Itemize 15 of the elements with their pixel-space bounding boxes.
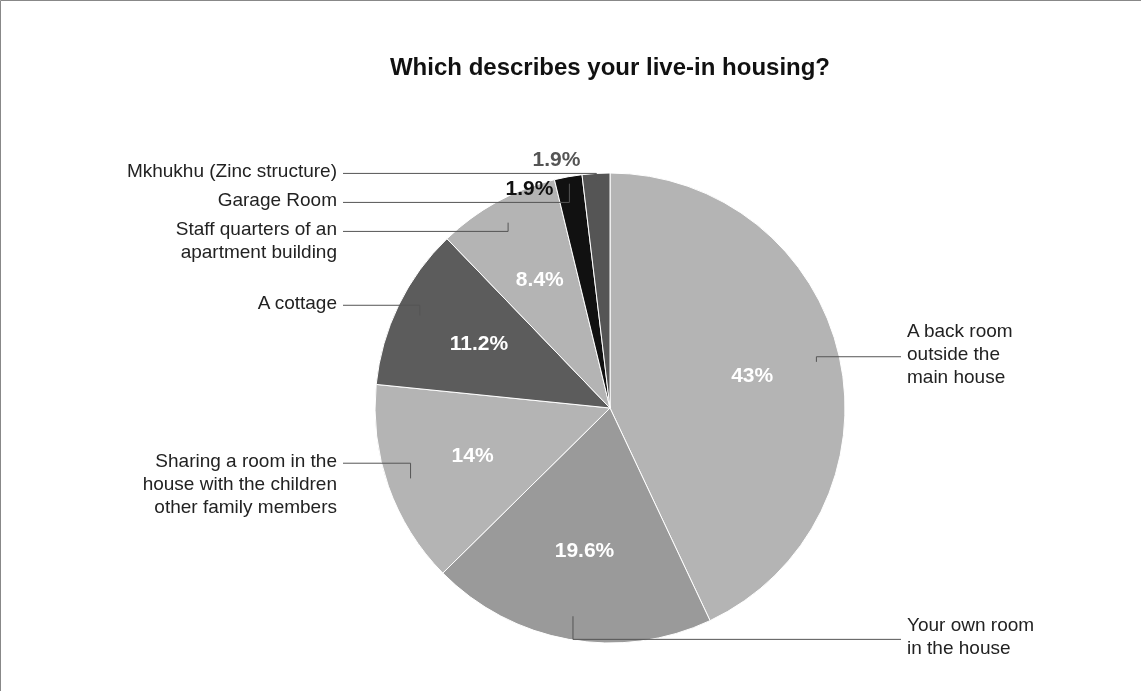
data-label: 1.9% (532, 147, 581, 171)
slice-label: Garage Room (217, 188, 337, 210)
data-label: 14% (451, 443, 494, 467)
data-label: 11.2% (449, 331, 509, 355)
data-label: 19.6% (554, 538, 615, 562)
slice-label: A back room outside the main house (907, 320, 1013, 388)
chart-title: Which describes your live-in housing? (389, 53, 831, 80)
data-label: 8.4% (515, 267, 565, 291)
data-label: 43% (731, 363, 774, 387)
data-label: 1.9% (505, 176, 554, 200)
slice-label: Staff quarters of an apartment building (175, 217, 337, 262)
slice-label: Your own room in the house (907, 614, 1035, 659)
slice-label: A cottage (257, 291, 337, 313)
slice-label: Sharing a room in the house with the children other family members (142, 449, 337, 517)
slice-label: Mkhukhu (Zinc structure) (126, 159, 337, 181)
